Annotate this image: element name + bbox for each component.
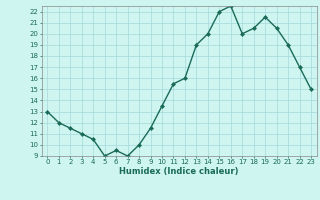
X-axis label: Humidex (Indice chaleur): Humidex (Indice chaleur) (119, 167, 239, 176)
